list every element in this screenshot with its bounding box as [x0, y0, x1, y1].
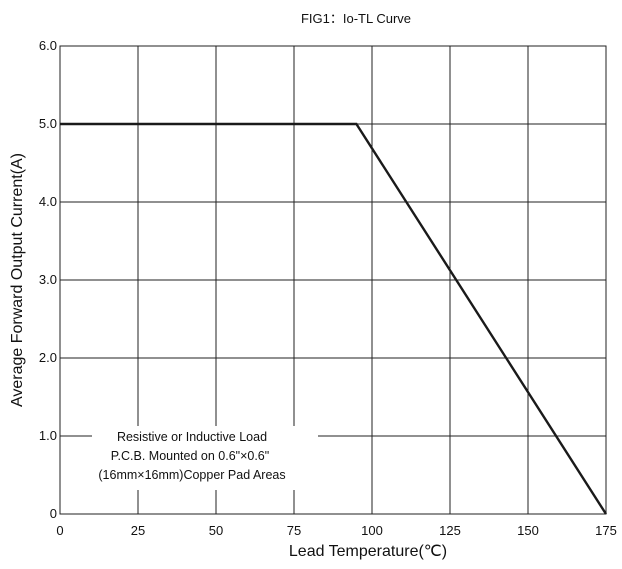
plot-frame [59, 45, 607, 515]
x-tick-label: 50 [209, 523, 223, 538]
annotation-box-background [92, 426, 318, 490]
y-axis-ticks: 0 1.0 2.0 3.0 4.0 5.0 6.0 [39, 38, 57, 521]
series [60, 122, 608, 515]
chart-title: FIG1：Io-TL Curve [301, 11, 411, 26]
x-tick-label: 0 [56, 523, 63, 538]
y-tick-label: 3.0 [39, 272, 57, 287]
y-tick-label: 6.0 [39, 38, 57, 53]
annotation-line-3: (16mm×16mm)Copper Pad Areas [98, 468, 285, 482]
y-tick-label: 5.0 [39, 116, 57, 131]
y-tick-label: 4.0 [39, 194, 57, 209]
x-tick-label: 125 [439, 523, 461, 538]
x-tick-label: 75 [287, 523, 301, 538]
annotation-box: Resistive or Inductive Load P.C.B. Mount… [98, 430, 285, 482]
y-axis-label: Average Forward Output Current(A) [9, 153, 26, 407]
y-tick-label: 2.0 [39, 350, 57, 365]
y-tick-label: 1.0 [39, 428, 57, 443]
x-axis-label: Lead Temperature(℃) [289, 543, 447, 560]
x-axis-ticks: 0 25 50 75 100 125 150 175 [56, 523, 616, 538]
x-tick-label: 25 [131, 523, 145, 538]
x-tick-label: 175 [595, 523, 617, 538]
annotation-line-1: Resistive or Inductive Load [117, 430, 267, 444]
x-tick-label: 100 [361, 523, 383, 538]
y-tick-label: 0 [50, 506, 57, 521]
x-tick-label: 150 [517, 523, 539, 538]
io-tl-curve-line [60, 122, 608, 515]
annotation-line-2: P.C.B. Mounted on 0.6"×0.6" [111, 449, 269, 463]
